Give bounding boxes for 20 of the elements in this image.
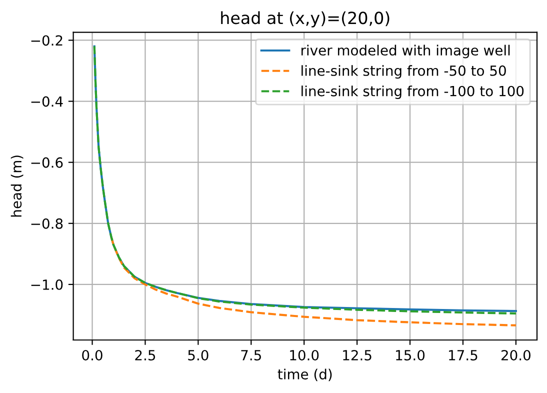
x-tick-label: 10.0 bbox=[290, 350, 319, 360]
x-tick-label: 7.5 bbox=[241, 350, 261, 360]
x-tick-label: 12.5 bbox=[343, 350, 372, 360]
legend-label: river modeled with image well bbox=[302, 44, 510, 58]
x-tick-label: 17.5 bbox=[449, 350, 478, 360]
chart-title: head at (x,y)=(20,0) bbox=[221, 11, 390, 28]
y-tick-label: −0.6 bbox=[31, 157, 63, 168]
x-tick-label: 15.0 bbox=[396, 350, 425, 360]
legend-label: line-sink string from -100 to 100 bbox=[302, 86, 524, 100]
x-tick-label: 2.5 bbox=[135, 350, 156, 360]
x-tick-label: 0.0 bbox=[82, 350, 102, 360]
x-tick-label: 5.0 bbox=[188, 350, 208, 360]
y-tick-label: −0.4 bbox=[31, 96, 63, 107]
y-tick-label: −0.8 bbox=[31, 218, 63, 229]
x-axis-title: time (d) bbox=[278, 368, 332, 382]
legend-label: line-sink string from -50 to 50 bbox=[302, 65, 506, 79]
x-tick-label: 20.0 bbox=[501, 350, 530, 360]
y-tick-label: −0.2 bbox=[31, 35, 62, 46]
y-axis-title: head (m) bbox=[10, 156, 24, 217]
y-tick-label: −1.0 bbox=[31, 279, 63, 290]
